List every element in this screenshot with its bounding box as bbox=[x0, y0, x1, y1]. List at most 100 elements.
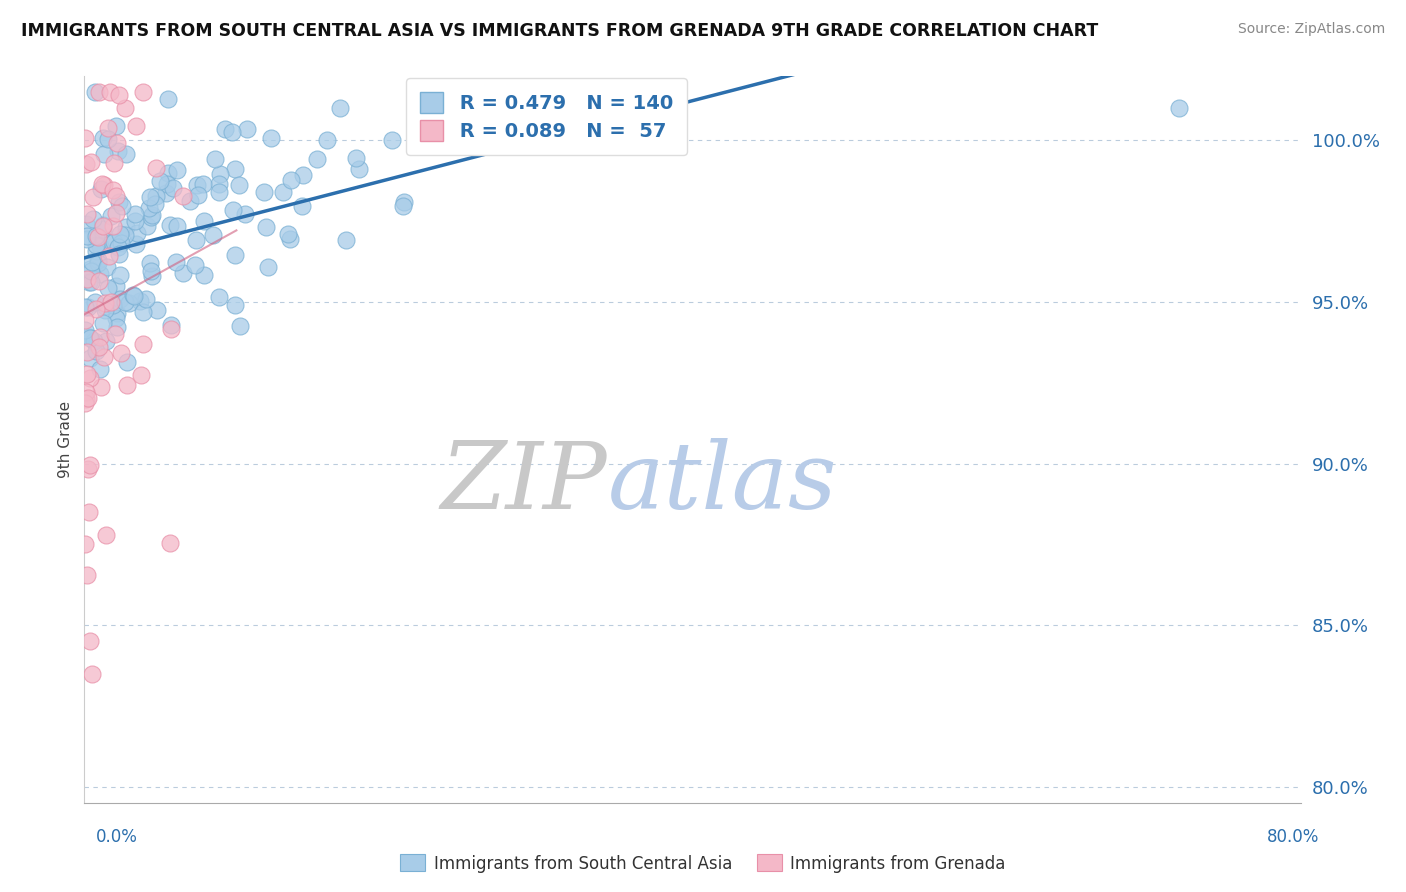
Point bbox=[82, 190, 104, 204]
Point bbox=[141, 269, 163, 284]
Point bbox=[292, 168, 315, 182]
Point bbox=[121, 288, 143, 302]
Point bbox=[93, 147, 115, 161]
Point bbox=[139, 256, 162, 270]
Point bbox=[75, 396, 97, 410]
Point bbox=[84, 244, 107, 258]
Point bbox=[138, 189, 160, 203]
Point bbox=[135, 219, 157, 234]
Point bbox=[201, 227, 224, 242]
Point bbox=[277, 227, 299, 241]
Point bbox=[193, 268, 215, 282]
Point bbox=[162, 180, 184, 194]
Point bbox=[103, 235, 125, 250]
Point bbox=[209, 167, 232, 181]
Point bbox=[87, 229, 110, 244]
Point bbox=[108, 246, 131, 260]
Point bbox=[93, 178, 115, 192]
Point bbox=[114, 227, 136, 242]
Point bbox=[111, 199, 134, 213]
Point bbox=[236, 122, 259, 136]
Point bbox=[115, 355, 138, 369]
Point bbox=[104, 310, 127, 325]
Point bbox=[157, 166, 180, 180]
Point bbox=[344, 151, 367, 165]
Point bbox=[77, 505, 100, 519]
Point bbox=[84, 343, 107, 358]
Point bbox=[208, 186, 231, 200]
Text: atlas: atlas bbox=[607, 438, 837, 528]
Point bbox=[110, 236, 132, 251]
Point bbox=[143, 197, 166, 211]
Point bbox=[97, 281, 120, 295]
Point bbox=[76, 206, 98, 220]
Point bbox=[94, 295, 117, 310]
Point bbox=[132, 85, 155, 99]
Point bbox=[172, 189, 194, 203]
Point bbox=[214, 122, 236, 136]
Point bbox=[107, 240, 129, 254]
Point bbox=[141, 208, 163, 222]
Point bbox=[105, 136, 128, 151]
Point bbox=[193, 178, 215, 192]
Y-axis label: 9th Grade: 9th Grade bbox=[58, 401, 73, 478]
Point bbox=[103, 183, 125, 197]
Point bbox=[79, 331, 101, 345]
Point bbox=[392, 199, 415, 213]
Point bbox=[77, 275, 100, 289]
Legend: Immigrants from South Central Asia, Immigrants from Grenada: Immigrants from South Central Asia, Immi… bbox=[394, 847, 1012, 880]
Point bbox=[76, 567, 98, 582]
Point bbox=[131, 305, 153, 319]
Point bbox=[91, 219, 114, 233]
Point bbox=[114, 295, 136, 310]
Point bbox=[124, 120, 146, 134]
Point bbox=[76, 300, 98, 314]
Point bbox=[82, 212, 104, 227]
Point bbox=[187, 188, 209, 202]
Point bbox=[204, 153, 226, 167]
Point bbox=[97, 132, 120, 146]
Point bbox=[108, 88, 131, 103]
Point bbox=[76, 228, 98, 243]
Point bbox=[335, 233, 357, 247]
Point bbox=[107, 144, 129, 158]
Point bbox=[184, 258, 207, 272]
Point bbox=[280, 173, 302, 187]
Point bbox=[80, 275, 103, 289]
Point bbox=[83, 334, 105, 348]
Point bbox=[129, 368, 152, 383]
Point bbox=[186, 178, 208, 192]
Point bbox=[107, 306, 129, 320]
Point bbox=[208, 177, 231, 191]
Point bbox=[468, 85, 491, 99]
Point bbox=[91, 131, 114, 145]
Point bbox=[132, 337, 155, 351]
Point bbox=[97, 120, 120, 135]
Point bbox=[75, 156, 97, 170]
Point bbox=[76, 368, 98, 382]
Point bbox=[347, 161, 370, 176]
Point bbox=[100, 235, 122, 250]
Point bbox=[91, 218, 114, 232]
Point bbox=[80, 264, 103, 278]
Point bbox=[97, 249, 120, 263]
Text: 80.0%: 80.0% bbox=[1267, 828, 1319, 846]
Point bbox=[101, 219, 124, 233]
Point bbox=[80, 155, 103, 169]
Point bbox=[108, 268, 131, 282]
Point bbox=[193, 214, 215, 228]
Point bbox=[256, 260, 278, 275]
Point bbox=[103, 155, 125, 169]
Point bbox=[75, 217, 97, 231]
Point bbox=[73, 131, 96, 145]
Point bbox=[96, 260, 118, 275]
Point bbox=[79, 262, 101, 277]
Text: ZIP: ZIP bbox=[440, 438, 607, 528]
Point bbox=[124, 207, 146, 221]
Point bbox=[76, 271, 98, 285]
Point bbox=[224, 161, 246, 176]
Point bbox=[90, 380, 112, 394]
Point bbox=[100, 210, 122, 224]
Point bbox=[100, 295, 122, 310]
Point bbox=[79, 371, 101, 385]
